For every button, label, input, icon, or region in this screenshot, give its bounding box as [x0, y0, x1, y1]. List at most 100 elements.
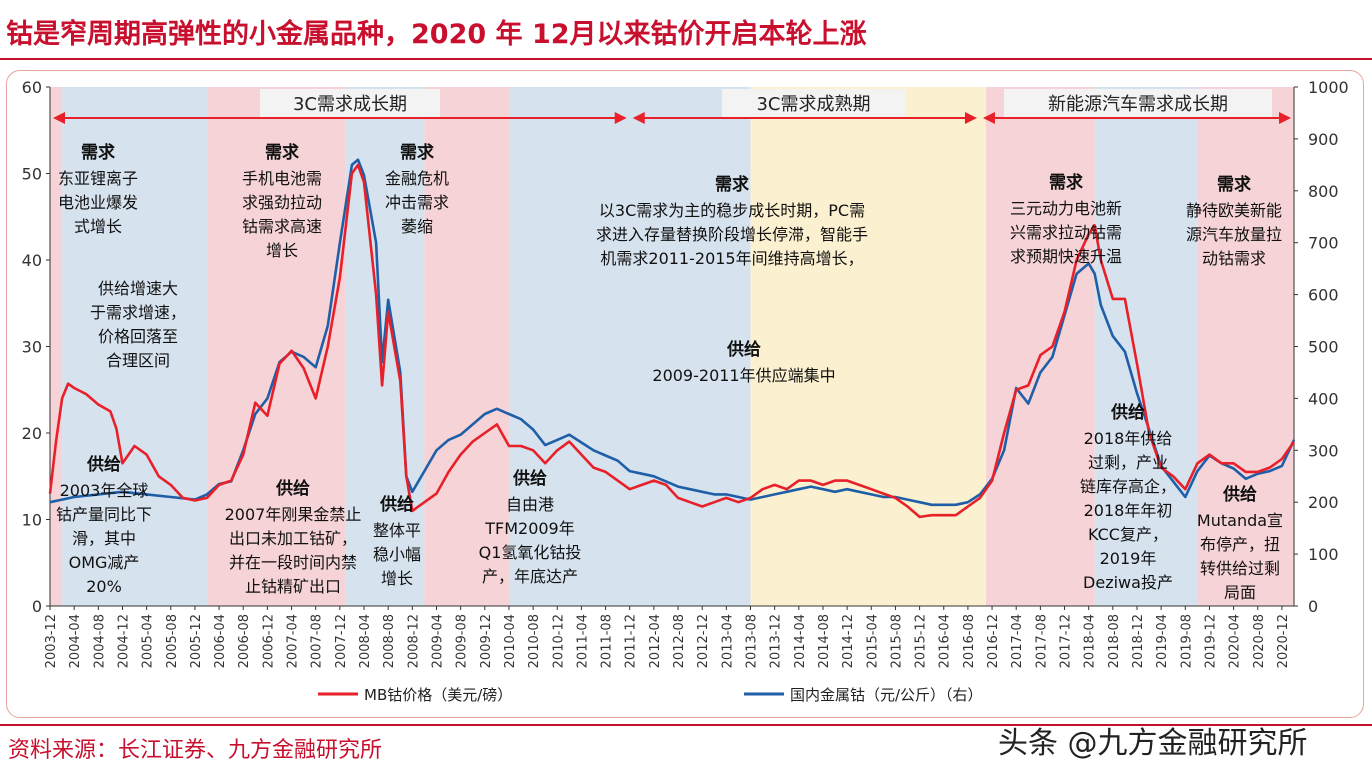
x-tick-label: 2011-08	[600, 614, 615, 668]
legend-domestic-label: 国内金属钴（元/公斤）（右）	[790, 686, 983, 704]
phase-label: 新能源汽车需求成长期	[1048, 94, 1228, 115]
page-title: 钴是窄周期高弹性的小金属品种，2020 年 12月以来钴价开启本轮上涨	[6, 19, 867, 50]
annotation-line: 局面	[1224, 583, 1256, 602]
annotation-line: 出口未加工钴矿，	[229, 529, 357, 548]
y-left-tick-label: 40	[22, 251, 42, 270]
annotation-line: 东亚锂离子	[58, 169, 138, 188]
annotation-title: 需求	[1217, 174, 1251, 195]
x-tick-label: 2014-08	[817, 614, 832, 668]
x-tick-label: 2016-12	[986, 614, 1001, 668]
x-tick-label: 2007-04	[286, 614, 301, 668]
annotation-line: 2018年供给	[1084, 429, 1173, 448]
y-right-tick-label: 100	[1308, 545, 1339, 564]
annotation-line: 稳小幅	[373, 545, 421, 564]
series-lines	[48, 158, 1296, 519]
annotation-line: 滑，其中	[72, 529, 136, 548]
y-right-tick-label: 900	[1308, 130, 1339, 149]
phase-arrow-head	[53, 112, 65, 124]
title-rule	[0, 58, 1372, 60]
x-tick-label: 2005-12	[189, 614, 204, 668]
chart-frame	[6, 70, 1364, 718]
y-left-tick-label: 0	[32, 597, 42, 616]
x-tick-label: 2020-08	[1252, 614, 1267, 668]
annotation-line: 钴产量同比下	[56, 505, 152, 524]
footer-rule	[0, 724, 1372, 726]
x-tick-label: 2013-04	[720, 614, 735, 668]
phase-band	[424, 87, 509, 606]
phase-arrow-head	[982, 112, 995, 124]
annotation-title: 需求	[400, 142, 434, 163]
x-tick-label: 2004-04	[68, 614, 83, 668]
annotation-line: 求进入存量替换阶段增长停滞，智能手	[596, 225, 868, 244]
phase-arrow-head	[632, 112, 645, 124]
phase-band	[50, 87, 63, 606]
x-tick-label: 2015-04	[865, 614, 880, 668]
annotation-line: 转供给过剩	[1200, 559, 1280, 578]
x-tick-label: 2015-12	[914, 614, 929, 668]
phase-band	[1197, 87, 1294, 606]
annotation-line: 钴需求高速	[242, 217, 322, 236]
x-tick-label: 2014-04	[793, 614, 808, 668]
annotation-line: 增长	[266, 241, 298, 260]
annotation-line: 萎缩	[401, 217, 433, 236]
x-tick-label: 2013-08	[745, 614, 760, 668]
annotation-line: 供给增速大	[98, 279, 178, 298]
y-right-tick-label: 1000	[1308, 78, 1349, 97]
x-tick-label: 2008-04	[358, 614, 373, 668]
y-right-tick-label: 500	[1308, 338, 1339, 357]
annotation-line: 2007年刚果金禁止	[225, 505, 362, 524]
annotation-line: 式增长	[74, 217, 122, 236]
x-tick-label: 2007-08	[310, 614, 325, 668]
phase-label: 3C需求成熟期	[756, 94, 870, 115]
phase-band	[750, 87, 987, 606]
annotation-line: 止钴精矿出口	[245, 577, 341, 596]
y-left-tick-label: 50	[22, 165, 42, 184]
phase-label: 3C需求成长期	[293, 94, 407, 115]
y-left-tick-label: 60	[22, 78, 42, 97]
annotation-line: TFM2009年	[484, 519, 575, 538]
annotation-line: 并在一段时间内禁	[229, 553, 357, 572]
annotation-line: 2018年年初	[1084, 501, 1173, 520]
axes: 0102030405060010020030040050060070080090…	[22, 78, 1349, 668]
x-tick-label: 2008-12	[406, 614, 421, 668]
x-tick-label: 2005-08	[165, 614, 180, 668]
annotation-line: 20%	[86, 577, 122, 596]
x-tick-label: 2017-08	[1034, 614, 1049, 668]
x-tick-label: 2016-04	[938, 614, 953, 668]
x-tick-label: 2006-12	[261, 614, 276, 668]
x-tick-label: 2015-08	[889, 614, 904, 668]
annotation-line: 静待欧美新能	[1186, 201, 1282, 220]
annotation-line: Q1氢氧化钴投	[479, 543, 582, 562]
x-tick-label: 2019-04	[1155, 614, 1170, 668]
annotation-title: 需求	[1049, 172, 1083, 193]
x-tick-label: 2009-12	[479, 614, 494, 668]
x-tick-label: 2007-12	[334, 614, 349, 668]
annotation-title: 需求	[265, 142, 299, 163]
y-right-tick-label: 200	[1308, 493, 1339, 512]
x-tick-label: 2010-04	[503, 614, 518, 668]
x-tick-label: 2010-12	[551, 614, 566, 668]
annotation-line: 整体平	[373, 521, 421, 540]
watermark: 头条 @九方金融研究所	[998, 726, 1308, 761]
y-left-tick-label: 20	[22, 424, 42, 443]
x-tick-label: 2019-08	[1179, 614, 1194, 668]
x-tick-label: 2010-08	[527, 614, 542, 668]
x-tick-label: 2006-08	[237, 614, 252, 668]
annotation-line: 动钴需求	[1202, 249, 1266, 268]
y-left-tick-label: 30	[22, 338, 42, 357]
annotation-line: KCC复产，	[1088, 525, 1168, 544]
annotation-title: 供给	[86, 454, 121, 475]
annotation-line: 源汽车放量拉	[1186, 225, 1282, 244]
phase-label-box	[1004, 89, 1272, 117]
annotation-title: 供给	[512, 468, 547, 489]
phase-band	[62, 87, 208, 606]
phase-band	[1094, 87, 1198, 606]
annotation-title: 需求	[81, 142, 115, 163]
phase-arrow-head	[1279, 112, 1291, 124]
phase-label-box	[722, 89, 905, 117]
annotation-line: 冲击需求	[385, 193, 449, 212]
y-right-tick-label: 700	[1308, 234, 1339, 253]
x-tick-label: 2017-12	[1059, 614, 1074, 668]
annotation-line: 过剩，产业	[1088, 453, 1168, 472]
annotation-line: 自由港	[506, 495, 554, 514]
